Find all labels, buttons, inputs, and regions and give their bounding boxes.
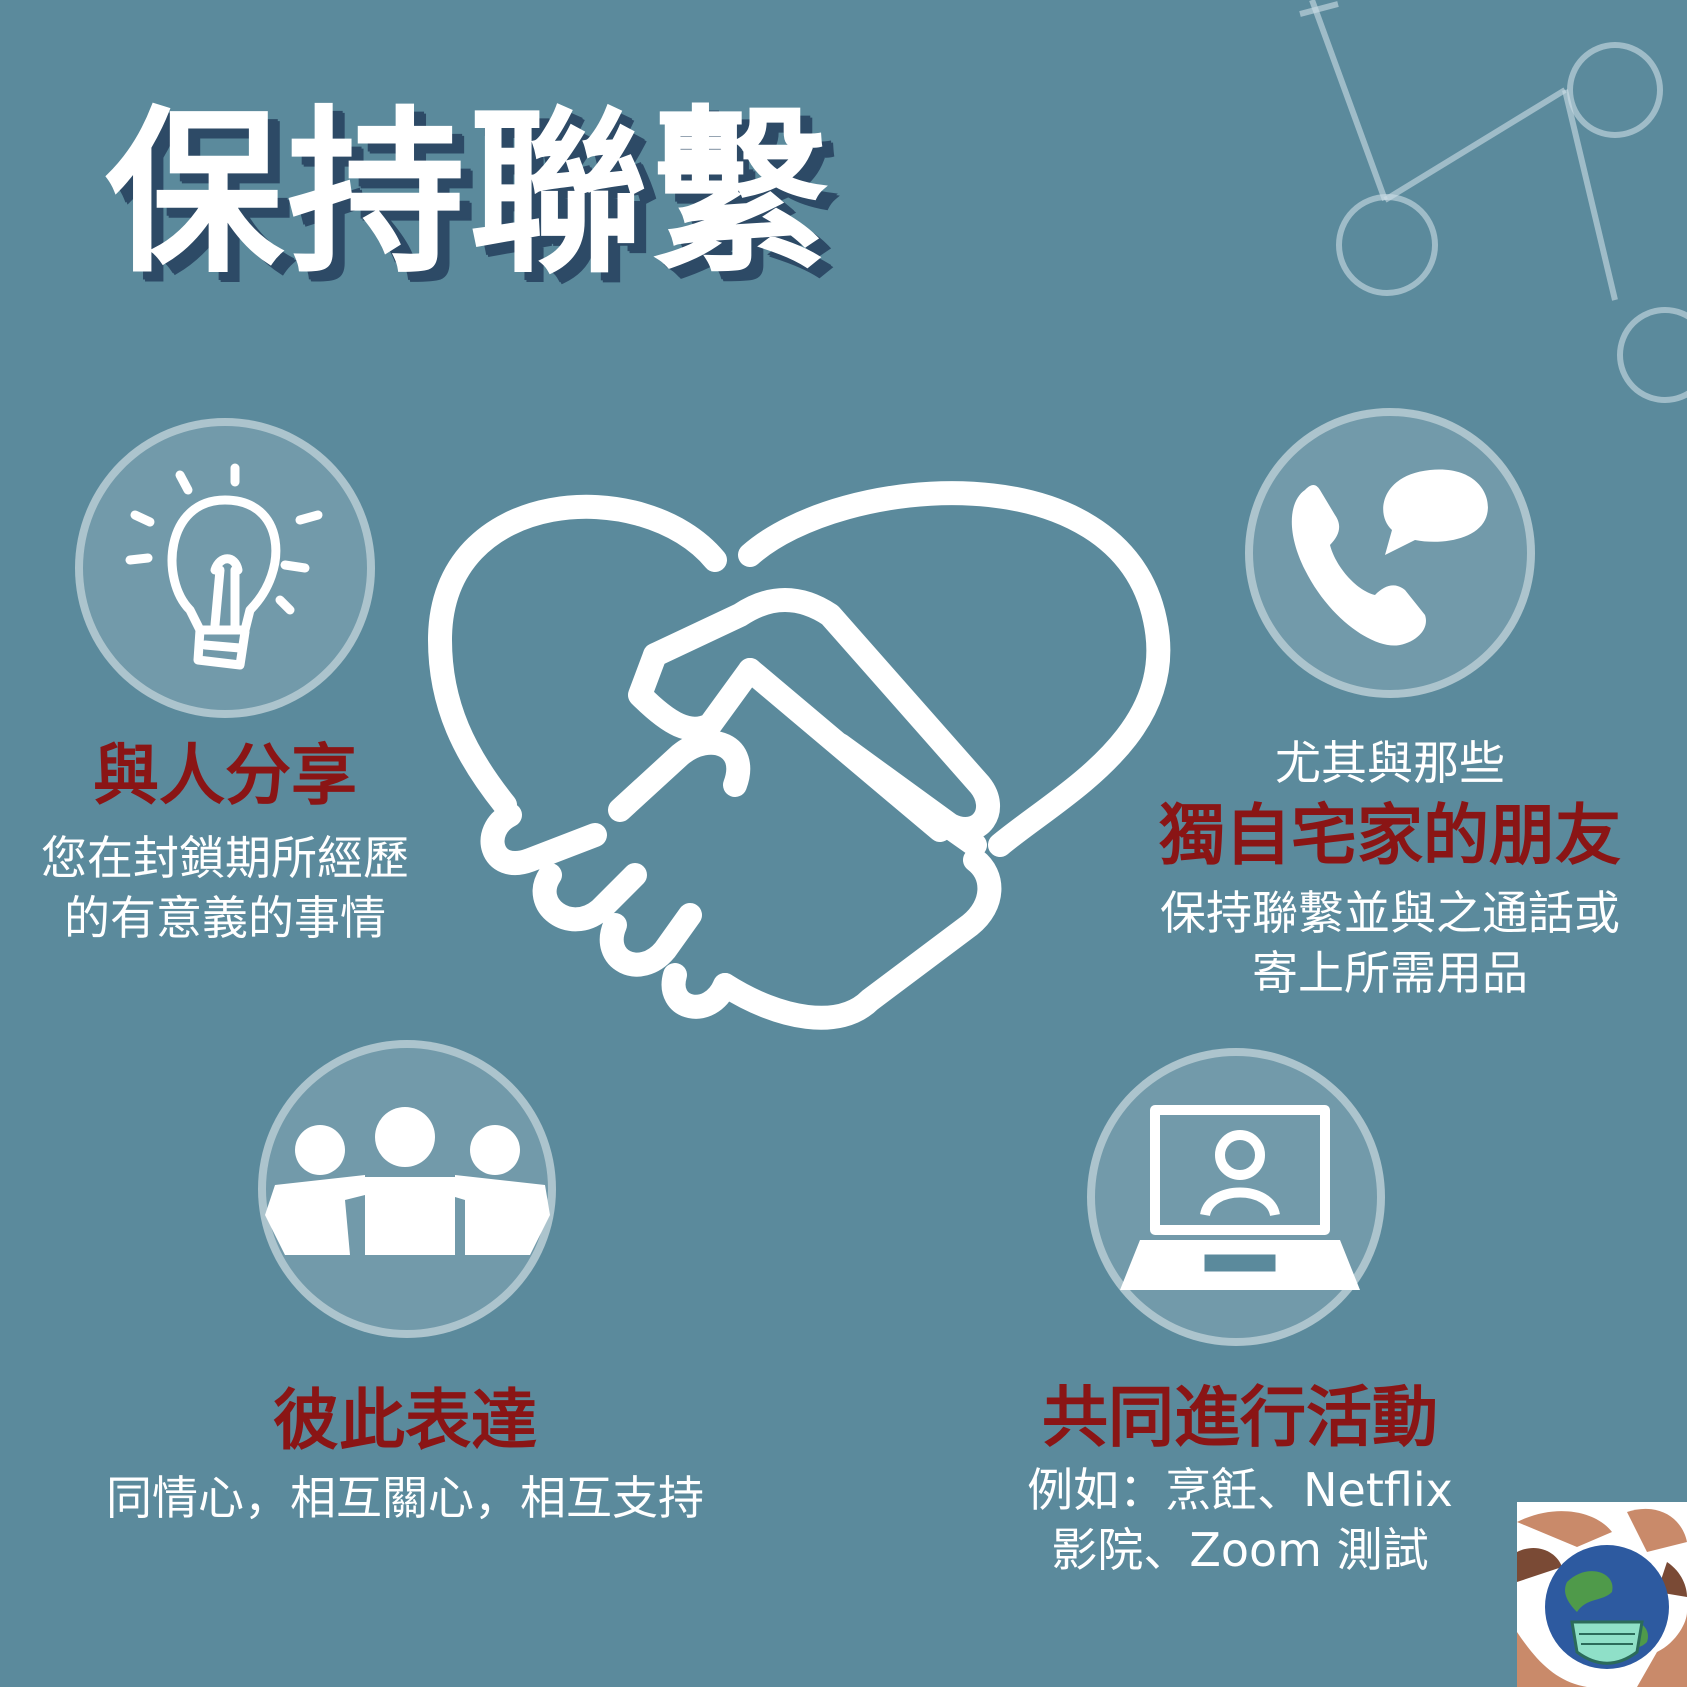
group-people-icon [265, 1107, 550, 1255]
heart-handshake-icon [428, 481, 1171, 1030]
friends-intro: 尤其與那些 [1275, 736, 1505, 790]
friends-text-line2: 寄上所需用品 [1252, 946, 1528, 1000]
express-text-line1: 同情心，相互關心，相互支持 [106, 1471, 704, 1525]
activities-text-line2: 影院、Zoom 測試 [1051, 1523, 1429, 1577]
activities-heading: 共同進行活動 [1042, 1379, 1438, 1456]
activities-text-line1: 例如：烹飪、Netflix [1027, 1463, 1453, 1517]
friends-text-line1: 保持聯繫並與之通話或 [1160, 886, 1620, 940]
express-heading: 彼此表達 [273, 1382, 537, 1459]
lightbulb-circle [75, 418, 375, 718]
phone-chat-circle [1245, 408, 1535, 698]
share-text-line1: 您在封鎖期所經歷 [41, 831, 409, 885]
network-decoration [1299, 0, 1687, 403]
share-heading: 與人分享 [93, 737, 357, 814]
laptop-video-call-icon [1120, 1105, 1360, 1290]
page-title: 保持聯繫 [105, 90, 833, 297]
friends-heading: 獨自宅家的朋友 [1159, 797, 1621, 874]
share-text-line2: 的有意義的事情 [64, 891, 386, 945]
phone-chat-icon [1291, 469, 1488, 646]
lightbulb-icon [125, 463, 323, 670]
earth-mask-hands-logo [1517, 1502, 1687, 1687]
